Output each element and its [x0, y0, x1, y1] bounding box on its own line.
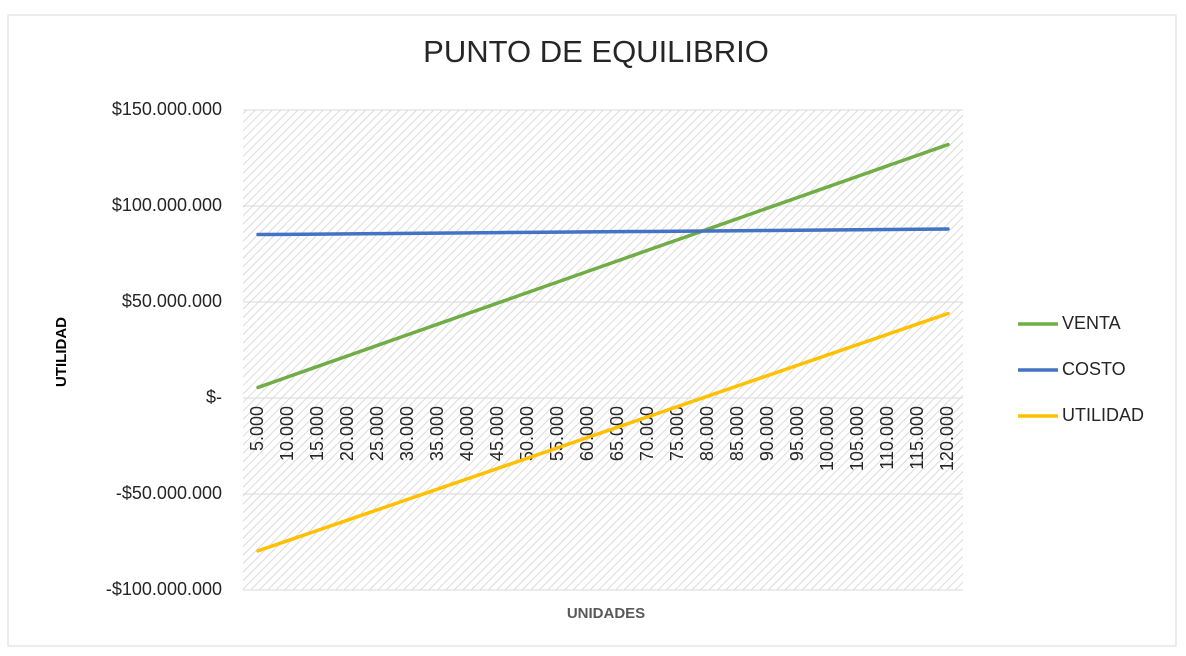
- x-tick-label: 90.000: [757, 406, 777, 461]
- x-tick-label: 15.000: [307, 406, 327, 461]
- chart-title: PUNTO DE EQUILIBRIO: [423, 34, 769, 69]
- x-tick-label: 105.000: [847, 406, 867, 471]
- y-tick-label: $150.000.000: [112, 99, 222, 119]
- x-tick-label: 85.000: [727, 406, 747, 461]
- x-tick-label: 95.000: [787, 406, 807, 461]
- x-tick-label: 65.000: [607, 406, 627, 461]
- x-tick-label: 115.000: [907, 406, 927, 470]
- line-series: [256, 311, 950, 553]
- legend-label: COSTO: [1062, 359, 1126, 379]
- x-axis-label: UNIDADES: [567, 605, 645, 622]
- x-tick-label: 40.000: [457, 406, 477, 461]
- x-tick-label: 5.000: [247, 406, 267, 451]
- x-tick-label: 75.000: [667, 406, 687, 461]
- legend-label: VENTA: [1062, 313, 1121, 333]
- x-tick-label: 60.000: [577, 406, 597, 461]
- x-tick-label: 120.000: [937, 406, 957, 471]
- x-tick-label: 55.000: [547, 406, 567, 461]
- y-tick-label: $100.000.000: [112, 195, 222, 215]
- y-tick-label: -$50.000.000: [116, 483, 222, 503]
- x-tick-label: 35.000: [427, 406, 447, 461]
- line-series: [256, 227, 950, 237]
- x-tick-label: 45.000: [487, 406, 507, 461]
- x-tick-label: 50.000: [517, 406, 537, 461]
- x-tick-label: 80.000: [697, 406, 717, 461]
- x-tick-label: 25.000: [367, 406, 387, 461]
- y-tick-label: $-: [206, 387, 222, 407]
- y-tick-label: -$100.000.000: [106, 579, 222, 599]
- y-tick-label: $50.000.000: [122, 291, 222, 311]
- y-axis-label: UTILIDAD: [53, 317, 70, 387]
- line-series: [256, 142, 950, 390]
- x-tick-label: 10.000: [277, 406, 297, 461]
- legend-label: UTILIDAD: [1062, 405, 1144, 425]
- x-tick-label: 100.000: [817, 406, 837, 471]
- x-tick-label: 110.000: [877, 406, 897, 470]
- x-tick-label: 30.000: [397, 406, 417, 461]
- x-tick-label: 20.000: [337, 406, 357, 461]
